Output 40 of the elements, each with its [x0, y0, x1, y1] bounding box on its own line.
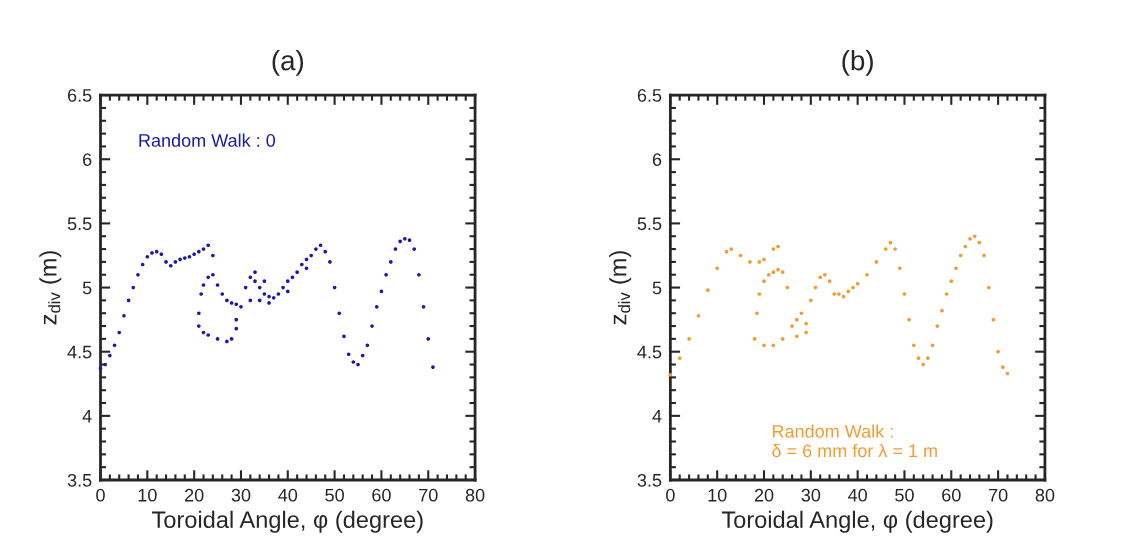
annotation: Random Walk : 0	[139, 133, 276, 147]
x-tick-label: 60	[942, 488, 961, 502]
annotation: Random Walk : δ = 6 mm for λ = 1 m	[772, 424, 937, 458]
x-tick-label: 10	[708, 488, 727, 502]
x-axis-title: Toroidal Angle, φ (degree)	[152, 510, 423, 533]
x-tick-label: 30	[231, 488, 251, 502]
y-tick-label: 6.5	[637, 89, 662, 102]
y-tick-label: 4.5	[637, 345, 662, 359]
x-tick-label: 50	[325, 488, 344, 502]
x-tick-label: 20	[185, 488, 204, 502]
y-tick-label: 5	[82, 281, 92, 295]
x-tick-label: 0	[666, 488, 675, 502]
x-tick-label: 50	[895, 488, 914, 502]
x-tick-label: 40	[278, 488, 298, 502]
chart-title: (b)	[842, 49, 873, 76]
y-tick-label: 6	[652, 153, 662, 166]
x-tick-label: 70	[419, 488, 438, 502]
y-tick-label: 6.5	[67, 89, 92, 102]
y-tick-label: 5.5	[637, 217, 662, 231]
x-tick-label: 10	[138, 488, 157, 502]
x-axis-title: Toroidal Angle, φ (degree)	[721, 510, 993, 533]
x-tick-label: 40	[848, 488, 867, 502]
y-tick-label: 3.5	[67, 473, 92, 487]
y-tick-label: 5.5	[67, 217, 92, 231]
chart-title: (a)	[272, 49, 304, 76]
x-tick-label: 70	[988, 488, 1008, 502]
x-tick-label: 20	[754, 488, 774, 502]
y-axis-title: z$_{div}$ (m)	[39, 251, 62, 325]
x-tick-label: 80	[465, 488, 485, 502]
y-tick-label: 6	[83, 153, 92, 166]
x-tick-label: 80	[1035, 488, 1055, 502]
x-tick-label: 30	[801, 488, 821, 502]
x-tick-label: 60	[372, 488, 391, 502]
y-tick-label: 4.5	[67, 345, 92, 359]
y-tick-label: 4	[652, 409, 662, 423]
y-tick-label: 5	[652, 281, 662, 295]
y-tick-label: 3.5	[637, 473, 662, 487]
x-tick-label: 0	[96, 488, 105, 502]
y-axis-title: z$_{div}$ (m)	[609, 251, 632, 325]
y-tick-label: 4	[82, 409, 92, 423]
